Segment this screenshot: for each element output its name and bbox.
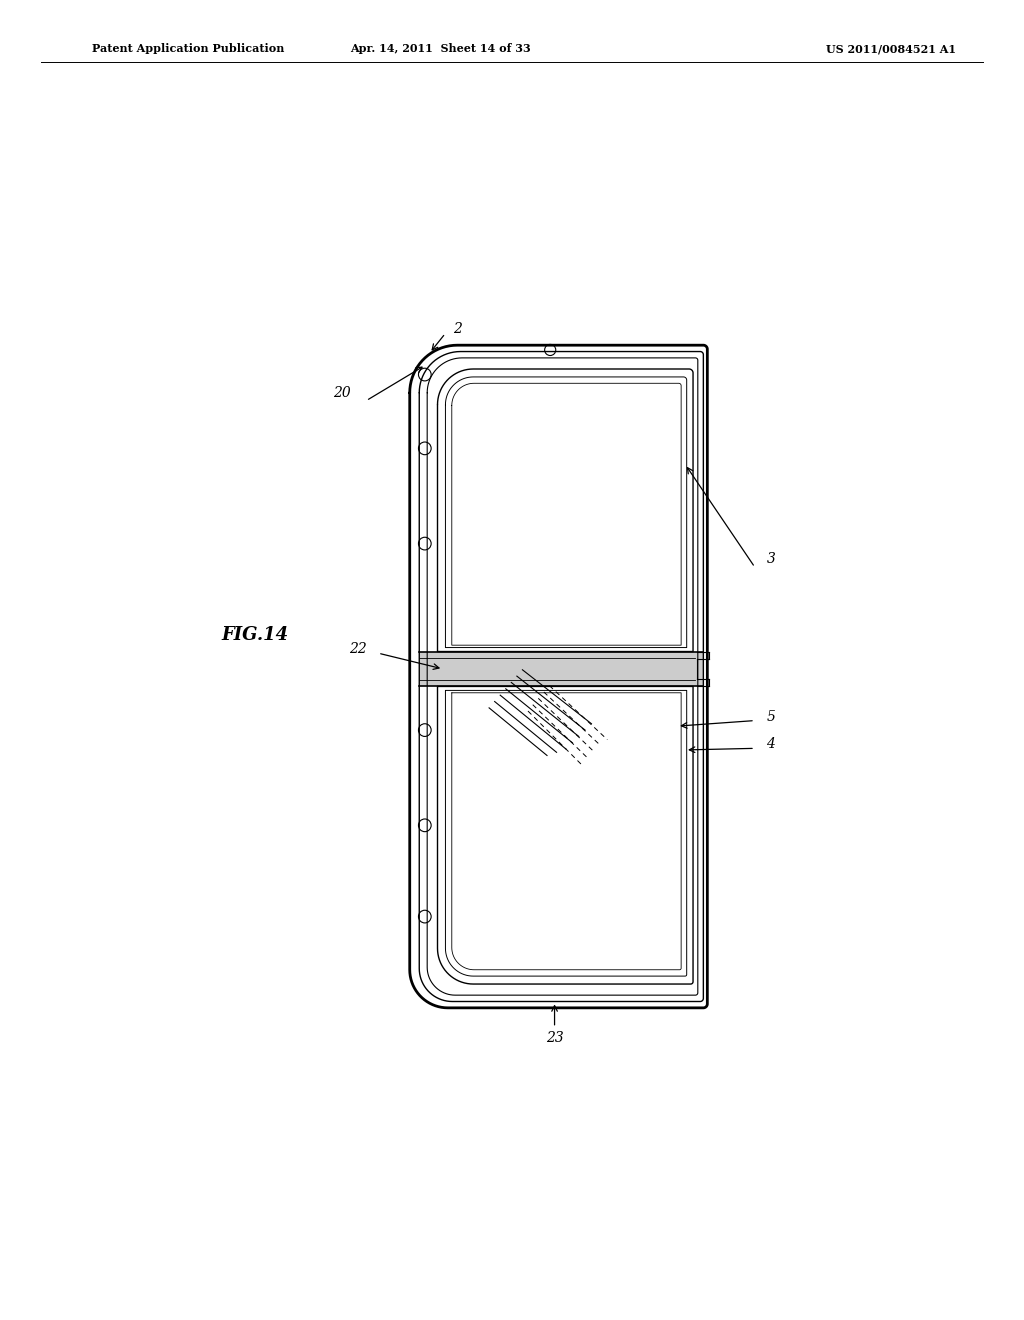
Bar — [419, 652, 703, 686]
Text: 23: 23 — [546, 1031, 563, 1045]
Text: 4: 4 — [766, 738, 775, 751]
Text: US 2011/0084521 A1: US 2011/0084521 A1 — [826, 44, 955, 54]
Text: Patent Application Publication: Patent Application Publication — [92, 44, 285, 54]
Text: 20: 20 — [334, 385, 351, 400]
Text: Apr. 14, 2011  Sheet 14 of 33: Apr. 14, 2011 Sheet 14 of 33 — [350, 44, 530, 54]
Text: 22: 22 — [349, 642, 367, 656]
Text: 3: 3 — [766, 553, 775, 566]
Text: 2: 2 — [453, 322, 462, 337]
Text: 5: 5 — [766, 710, 775, 723]
Text: FIG.14: FIG.14 — [221, 626, 289, 644]
